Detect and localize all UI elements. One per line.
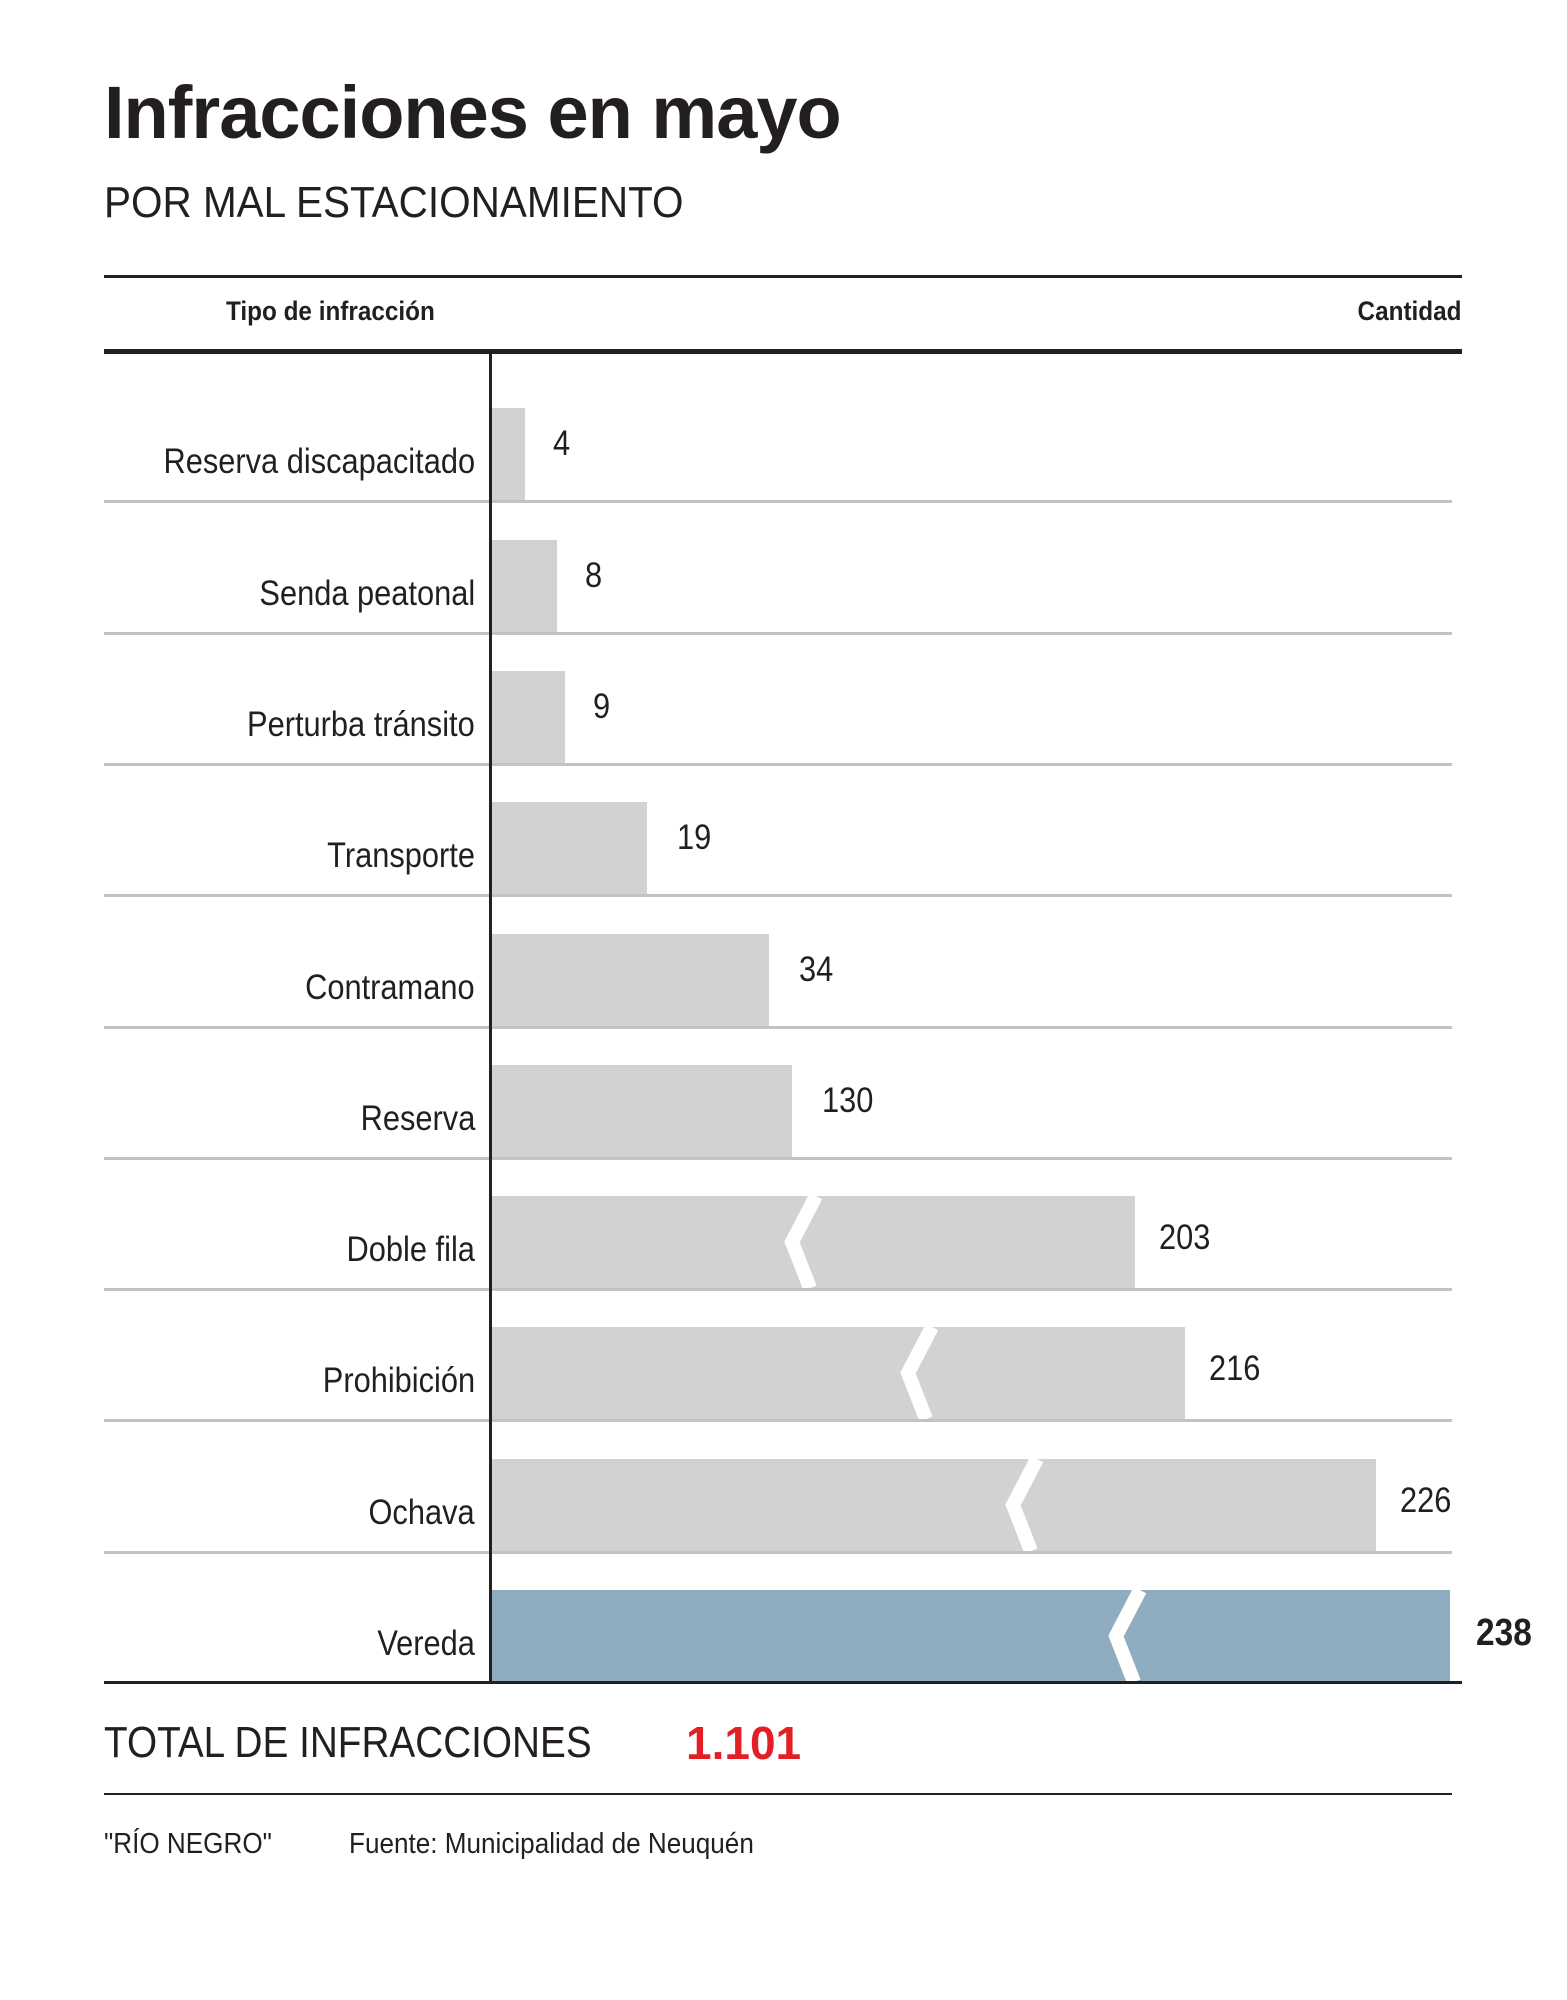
category-label: Transporte [327,836,475,875]
category-label: Senda peatonal [259,574,475,613]
row-separator [104,763,1452,766]
bar [492,934,769,1026]
category-label: Perturba tránsito [247,705,475,744]
row-separator [104,1288,1452,1291]
bar [492,1459,1376,1551]
category-label: Ochava [368,1493,475,1532]
header-rule [104,349,1462,354]
row-separator [104,500,1452,503]
source-text: Fuente: Municipalidad de Neuquén [349,1828,754,1860]
bar [492,671,565,763]
category-label: Reserva discapacitado [163,442,475,481]
category-label: Reserva [360,1099,475,1138]
category-label: Doble fila [346,1230,475,1269]
column-header-type: Tipo de infracción [226,296,435,326]
value-label: 19 [677,818,712,857]
value-label: 9 [593,687,611,726]
axis-break-icon [900,1327,939,1419]
value-label: 8 [585,556,603,595]
category-label: Prohibición [322,1361,475,1400]
axis-break-icon [784,1196,823,1288]
row-separator [104,1157,1452,1160]
column-header-quantity: Cantidad [1358,296,1462,326]
bar [492,540,557,632]
total-rule [104,1793,1452,1795]
value-label: 4 [553,424,571,463]
bottom-rule [104,1681,1462,1684]
bar [492,802,647,894]
category-label: Contramano [305,968,475,1007]
row-separator [104,894,1452,897]
y-axis-line [489,351,492,1684]
bar [492,408,525,500]
row-separator [104,1026,1452,1029]
row-separator [104,632,1452,635]
value-label: 34 [799,950,834,989]
bar [492,1327,1185,1419]
chart-title: Infracciones en mayo [104,71,842,154]
axis-break-icon [1005,1459,1044,1551]
value-label: 226 [1400,1481,1452,1520]
value-label: 238 [1476,1612,1532,1654]
top-rule [104,275,1462,278]
bar [492,1065,792,1157]
credit-text: "RÍO NEGRO" [104,1828,272,1860]
chart-subtitle: POR MAL ESTACIONAMIENTO [104,178,684,227]
bar [492,1590,1450,1682]
value-label: 216 [1209,1349,1261,1388]
row-separator [104,1419,1452,1422]
row-separator [104,1551,1452,1554]
category-label: Vereda [377,1624,475,1663]
total-value: 1.101 [686,1717,802,1769]
axis-break-icon [1108,1590,1147,1682]
value-label: 203 [1159,1218,1211,1257]
value-label: 130 [822,1081,874,1120]
total-label: TOTAL DE INFRACCIONES [104,1718,592,1767]
